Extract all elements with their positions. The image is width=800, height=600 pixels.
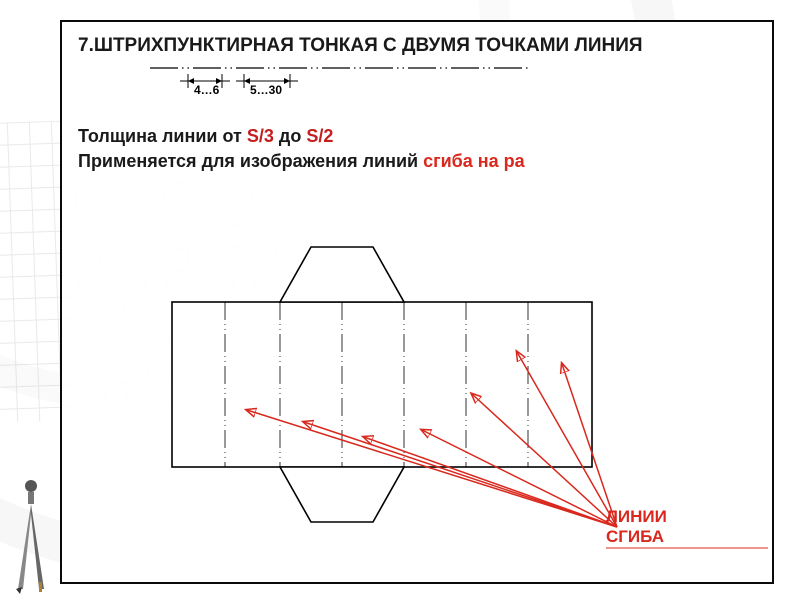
title-line-sample: 4…6 5…30 [150, 60, 530, 98]
unfold-rect [172, 302, 592, 467]
dim-dash: 4…6 [180, 74, 230, 97]
slide-title: 7.ШТРИХПУНКТИРНАЯ ТОНКАЯ С ДВУМЯ ТОЧКАМИ… [62, 22, 772, 58]
body-prefix: Толщина линии от [78, 126, 247, 146]
unfold-hex-bottom [280, 467, 404, 522]
dash-range-label: 4…6 [194, 83, 220, 97]
frac-s3: S/3 [247, 126, 274, 146]
body-mid: до [274, 126, 306, 146]
unfold-hex-top [280, 247, 404, 302]
gap-range-label: 5…30 [250, 83, 282, 97]
body-text: Толщина линии от S/3 до S/2 Применяется … [62, 104, 772, 174]
callout-arrows [247, 352, 617, 527]
frac-s2: S/2 [306, 126, 333, 146]
dim-gap: 5…30 [236, 74, 298, 97]
body-line2a: Применяется для изображения линий [78, 151, 423, 171]
title-text: ШТРИХПУНКТИРНАЯ ТОНКАЯ С ДВУМЯ ТОЧКАМИ Л… [94, 35, 643, 56]
compass-icon [8, 474, 54, 594]
body-line2b: сгиба на ра [423, 151, 525, 171]
slide-frame: 7.ШТРИХПУНКТИРНАЯ ТОНКАЯ С ДВУМЯ ТОЧКАМИ… [60, 20, 774, 584]
title-number: 7. [78, 35, 94, 56]
fold-lines [225, 302, 528, 467]
fold-lines-caption: ЛИНИИ СГИБА [606, 507, 667, 547]
